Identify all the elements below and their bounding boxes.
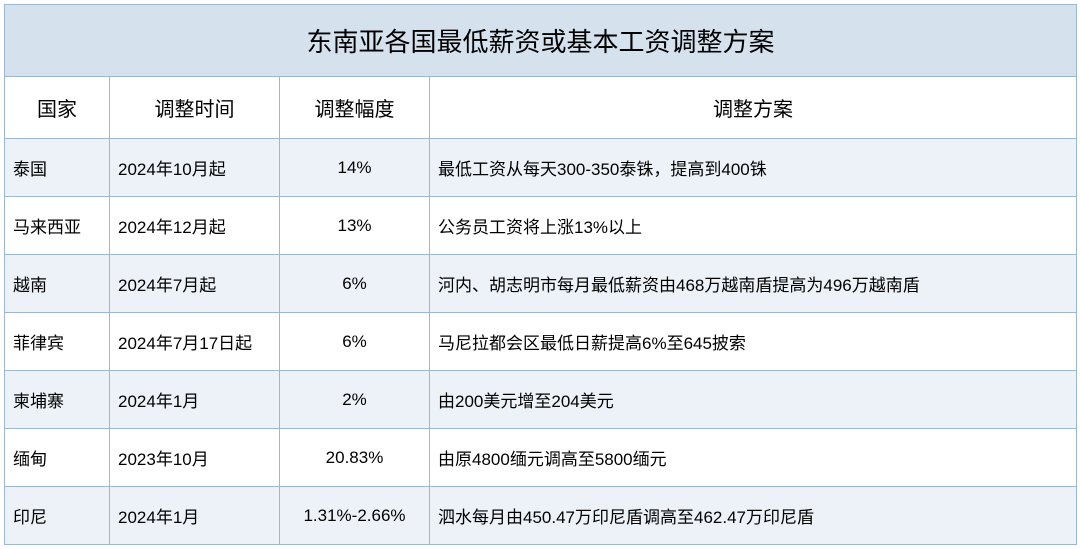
col-header-country: 国家 [5, 77, 110, 139]
table-row: 柬埔寨 2024年1月 2% 由200美元增至204美元 [5, 371, 1077, 429]
table-title: 东南亚各国最低薪资或基本工资调整方案 [5, 5, 1077, 77]
cell-time: 2024年10月起 [110, 139, 280, 197]
cell-country: 泰国 [5, 139, 110, 197]
cell-plan: 最低工资从每天300-350泰铢，提高到400铢 [430, 139, 1077, 197]
cell-country: 缅甸 [5, 429, 110, 487]
cell-rate: 14% [280, 139, 430, 197]
cell-time: 2024年12月起 [110, 197, 280, 255]
cell-country: 印尼 [5, 487, 110, 545]
cell-rate: 2% [280, 371, 430, 429]
cell-time: 2023年10月 [110, 429, 280, 487]
table-row: 缅甸 2023年10月 20.83% 由原4800缅元调高至5800缅元 [5, 429, 1077, 487]
table-row: 泰国 2024年10月起 14% 最低工资从每天300-350泰铢，提高到400… [5, 139, 1077, 197]
table-row: 菲律宾 2024年7月17日起 6% 马尼拉都会区最低日薪提高6%至645披索 [5, 313, 1077, 371]
cell-time: 2024年1月 [110, 371, 280, 429]
cell-plan: 马尼拉都会区最低日薪提高6%至645披索 [430, 313, 1077, 371]
cell-rate: 6% [280, 313, 430, 371]
header-row: 国家 调整时间 调整幅度 调整方案 [5, 77, 1077, 139]
cell-plan: 由200美元增至204美元 [430, 371, 1077, 429]
cell-plan: 由原4800缅元调高至5800缅元 [430, 429, 1077, 487]
table-row: 越南 2024年7月起 6% 河内、胡志明市每月最低薪资由468万越南盾提高为4… [5, 255, 1077, 313]
cell-country: 马来西亚 [5, 197, 110, 255]
cell-plan: 公务员工资将上涨13%以上 [430, 197, 1077, 255]
cell-rate: 20.83% [280, 429, 430, 487]
table-row: 马来西亚 2024年12月起 13% 公务员工资将上涨13%以上 [5, 197, 1077, 255]
cell-rate: 1.31%-2.66% [280, 487, 430, 545]
cell-time: 2024年7月17日起 [110, 313, 280, 371]
cell-country: 菲律宾 [5, 313, 110, 371]
cell-plan: 河内、胡志明市每月最低薪资由468万越南盾提高为496万越南盾 [430, 255, 1077, 313]
cell-rate: 13% [280, 197, 430, 255]
cell-rate: 6% [280, 255, 430, 313]
wage-adjustment-table: 东南亚各国最低薪资或基本工资调整方案 国家 调整时间 调整幅度 调整方案 泰国 … [4, 4, 1077, 545]
table-row: 印尼 2024年1月 1.31%-2.66% 泗水每月由450.47万印尼盾调高… [5, 487, 1077, 545]
col-header-rate: 调整幅度 [280, 77, 430, 139]
cell-country: 柬埔寨 [5, 371, 110, 429]
title-row: 东南亚各国最低薪资或基本工资调整方案 [5, 5, 1077, 77]
cell-time: 2024年1月 [110, 487, 280, 545]
col-header-plan: 调整方案 [430, 77, 1077, 139]
cell-plan: 泗水每月由450.47万印尼盾调高至462.47万印尼盾 [430, 487, 1077, 545]
cell-time: 2024年7月起 [110, 255, 280, 313]
cell-country: 越南 [5, 255, 110, 313]
col-header-time: 调整时间 [110, 77, 280, 139]
